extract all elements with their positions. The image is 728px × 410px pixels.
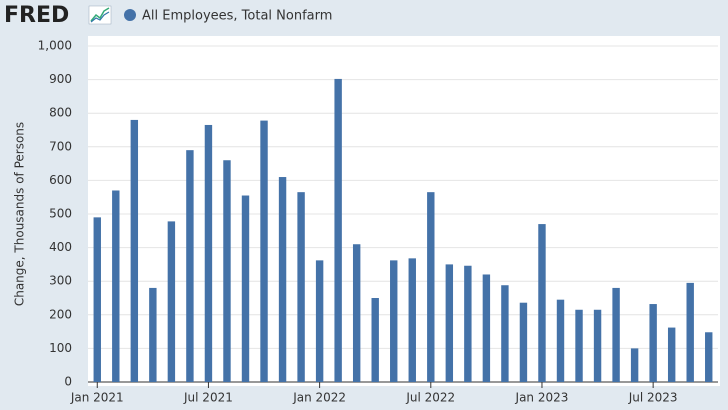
- y-tick-label: 1,000: [38, 39, 72, 53]
- x-tick-label: Jan 2022: [292, 391, 346, 405]
- bar: [93, 217, 101, 382]
- x-tick-label: Jan 2021: [70, 391, 124, 405]
- bar: [315, 260, 324, 382]
- y-tick-label: 300: [49, 274, 72, 288]
- y-tick-label: 100: [49, 341, 72, 355]
- y-tick-label: 500: [49, 207, 72, 221]
- legend-marker: [124, 9, 136, 21]
- bar: [223, 160, 231, 382]
- bar: [630, 348, 639, 382]
- bar: [427, 192, 435, 382]
- y-tick-label: 900: [49, 72, 72, 86]
- bar: [464, 265, 472, 382]
- bar: [352, 244, 361, 382]
- bar: [445, 264, 454, 382]
- bar: [612, 287, 620, 382]
- bar: [167, 221, 176, 382]
- x-tick-label: Jan 2023: [515, 391, 569, 405]
- bar: [260, 120, 268, 382]
- bar: [130, 119, 139, 383]
- y-tick-label: 600: [49, 173, 72, 187]
- bar: [334, 78, 342, 382]
- legend-label: All Employees, Total Nonfarm: [142, 9, 332, 24]
- bar: [519, 302, 528, 382]
- bar: [390, 260, 398, 382]
- bar: [186, 150, 194, 382]
- y-tick-label: 0: [64, 375, 72, 389]
- bar: [538, 224, 546, 382]
- y-tick-label: 800: [49, 106, 72, 120]
- bar: [649, 304, 657, 382]
- x-tick-label: Jul 2022: [405, 391, 455, 405]
- bar: [667, 327, 676, 382]
- bar: [278, 177, 287, 382]
- bar: [686, 282, 694, 382]
- bar: [112, 190, 120, 382]
- bar: [482, 274, 491, 382]
- bar: [501, 285, 509, 382]
- bar: [705, 332, 713, 382]
- bar: [593, 309, 602, 382]
- bar: [297, 192, 305, 382]
- bar: [408, 258, 416, 382]
- y-axis-label: Change, Thousands of Persons: [13, 122, 27, 306]
- bar: [204, 124, 213, 383]
- bar: [575, 309, 583, 382]
- bar: [241, 195, 250, 382]
- bar: [371, 298, 379, 382]
- bar: [149, 287, 157, 382]
- y-tick-label: 400: [49, 240, 72, 254]
- x-tick-label: Jul 2021: [183, 391, 233, 405]
- y-tick-label: 700: [49, 139, 72, 153]
- logo: FRED: [4, 3, 69, 28]
- bar: [556, 299, 565, 382]
- x-tick-label: Jul 2023: [628, 391, 678, 405]
- plot-area: [88, 36, 720, 386]
- logo-icon: [88, 5, 112, 25]
- y-tick-label: 200: [49, 307, 72, 321]
